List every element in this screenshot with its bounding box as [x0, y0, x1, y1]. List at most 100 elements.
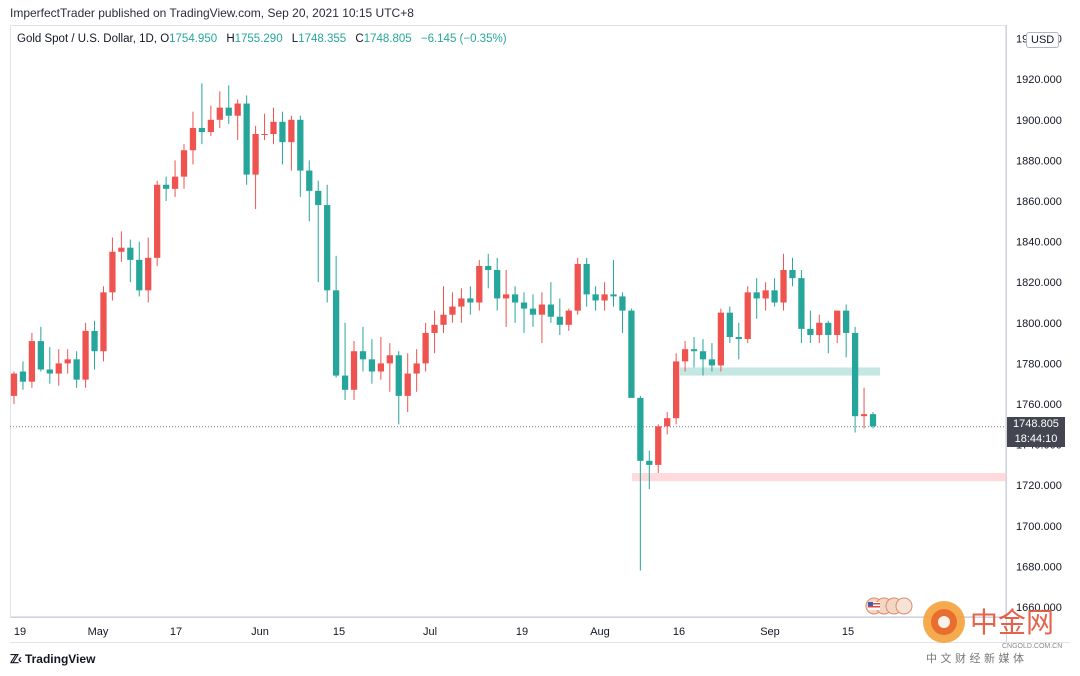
x-tick-label: 15	[842, 626, 854, 638]
candle-body	[261, 134, 268, 136]
candle-body	[180, 150, 188, 177]
candle-body	[404, 373, 411, 396]
x-tick-label: 16	[673, 626, 685, 638]
candle-body	[637, 397, 644, 461]
candle-body	[467, 298, 474, 303]
candle-body	[655, 426, 662, 465]
candle-body	[359, 351, 367, 360]
candle-body	[619, 296, 626, 311]
candle-body	[127, 247, 134, 260]
candle-body	[708, 359, 716, 366]
candle-body	[494, 270, 501, 299]
candle-body	[216, 107, 223, 120]
candle-body	[681, 349, 689, 362]
candle-body	[869, 414, 877, 427]
candle-body	[225, 107, 232, 116]
candle-body	[646, 460, 653, 465]
x-tick-label: Jul	[423, 626, 437, 638]
open-value: 1754.950	[169, 33, 218, 45]
high-key: H	[226, 33, 235, 45]
y-tick-label: 1880.000	[1016, 155, 1062, 167]
candle-body	[413, 363, 420, 374]
candle-body	[717, 312, 725, 366]
candle-body	[109, 251, 116, 293]
candle-body	[252, 134, 259, 175]
x-tick-label: 19	[516, 626, 528, 638]
candle-body	[350, 351, 358, 390]
y-tick-label: 1760.000	[1016, 399, 1062, 411]
candle-body	[807, 328, 814, 335]
candle-body	[332, 290, 340, 376]
open-key: O	[160, 33, 170, 45]
candle-body	[565, 310, 572, 325]
candle-body	[279, 121, 286, 143]
ohlc-legend: Gold Spot / U.S. Dollar, 1D, O1754.950 H…	[17, 33, 513, 45]
y-tick-label: 1840.000	[1016, 237, 1062, 249]
x-tick-label: Jun	[251, 626, 269, 638]
x-tick-label: Aug	[590, 626, 610, 638]
x-tick-label: May	[88, 626, 109, 638]
candle-body	[306, 170, 313, 191]
x-tick-label: 19	[14, 626, 26, 638]
candle-body	[529, 308, 537, 315]
change-value: −6.145 (−0.35%)	[420, 33, 507, 45]
candle-body	[556, 316, 563, 325]
candle-body	[726, 312, 733, 338]
x-tick-label: 15	[333, 626, 345, 638]
us-flag-events-icon[interactable]	[863, 596, 915, 616]
candle-body	[825, 322, 832, 335]
candle-body	[440, 314, 447, 325]
tradingview-brand: TradingView	[24, 652, 96, 666]
candle-body	[431, 324, 438, 333]
candle-body	[538, 304, 546, 315]
y-tick-label: 1700.000	[1016, 521, 1062, 533]
y-tick-label: 1800.000	[1016, 318, 1062, 330]
candle-body	[171, 176, 179, 189]
candle-body	[37, 341, 44, 370]
candle-body	[664, 418, 671, 427]
candle-body	[386, 355, 393, 364]
candle-body	[673, 361, 680, 419]
candle-body	[583, 263, 590, 295]
chart-frame[interactable]	[10, 25, 1006, 617]
watermark-site: CNGOLD.COM.CN	[1002, 643, 1062, 650]
candle-body	[458, 298, 465, 307]
candle-body	[73, 359, 80, 380]
candle-body	[91, 330, 98, 352]
low-value: 1748.355	[298, 33, 347, 45]
candle-body	[395, 355, 402, 396]
tradingview-logo[interactable]: ℤ‹ TradingView	[10, 652, 95, 666]
candle-body	[55, 363, 62, 374]
x-tick-label: Sep	[760, 626, 780, 638]
currency-badge[interactable]: USD	[1026, 32, 1060, 48]
candle-body	[771, 290, 778, 303]
candle-body	[610, 294, 617, 297]
candle-body	[503, 294, 510, 299]
candle-body	[834, 310, 841, 335]
x-tick-label: 17	[170, 626, 182, 638]
candle-body	[189, 127, 197, 151]
candle-body	[28, 341, 36, 382]
candle-body	[690, 349, 698, 352]
candle-body	[780, 270, 787, 303]
candle-body	[154, 184, 161, 258]
candle-body	[368, 359, 376, 372]
candle-body	[207, 119, 214, 132]
footer-divider	[10, 642, 1070, 643]
candle-body	[118, 247, 125, 252]
candle-body	[82, 330, 89, 380]
candle-body	[816, 322, 823, 335]
high-value: 1755.290	[234, 33, 283, 45]
candle-body	[798, 278, 805, 329]
candle-body	[762, 290, 769, 299]
cngold-watermark: 中金网 CNGOLD.COM.CN 中 文 财 经 新 媒 体	[923, 601, 1062, 665]
candle-body	[744, 292, 751, 340]
candle-body	[162, 184, 170, 189]
candle-body	[64, 359, 71, 364]
candle-body	[843, 310, 850, 333]
candle-body	[789, 270, 796, 279]
candle-body	[377, 363, 384, 372]
symbol-label: Gold Spot / U.S. Dollar, 1D,	[17, 33, 157, 45]
candle-body	[753, 292, 760, 299]
